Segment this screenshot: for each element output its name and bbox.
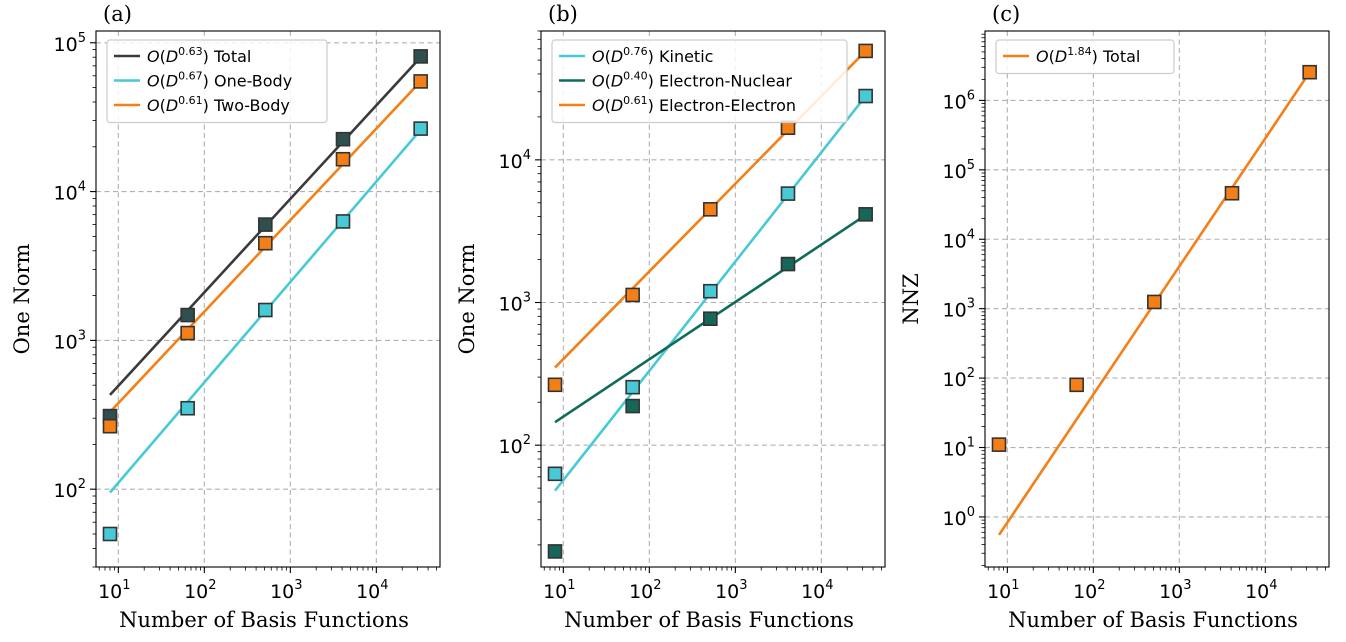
- data-point-total: [1147, 294, 1162, 310]
- data-point-total: [258, 217, 273, 232]
- data-point-electron-electron: [703, 202, 718, 217]
- panel-b: 101 102 103 104 102 103 104 (b) Number of Basis …: [455, 2, 886, 632]
- panel-label: (c): [992, 2, 1020, 26]
- y-tick-label: 103: [54, 328, 86, 353]
- x-tick-label: 101: [987, 578, 1019, 603]
- y-tick-label: 101: [943, 436, 975, 461]
- y-tick-label: 102: [943, 366, 975, 391]
- y-tick-label: 102: [54, 477, 86, 502]
- legend-entry: O(D0.63) Total: [147, 45, 251, 66]
- data-point-electron-nuclear: [703, 311, 718, 327]
- data-point-electron-electron: [625, 287, 640, 303]
- x-tick-label: 101: [543, 578, 575, 603]
- data-point-total: [335, 131, 351, 147]
- legend-entry: O(D0.40) Electron-Nuclear: [592, 70, 792, 91]
- y-axis-label: One Norm: [10, 244, 34, 355]
- x-tick-label: 102: [629, 578, 661, 603]
- y-axis-label: NNZ: [899, 273, 923, 324]
- plot-frame: [95, 30, 441, 568]
- data-point-total: [1224, 185, 1240, 201]
- data-point-total: [180, 307, 195, 323]
- y-tick-label: 100: [943, 505, 975, 530]
- data-point-electron-nuclear: [780, 256, 796, 272]
- data-point-one-body: [102, 526, 118, 542]
- data-point-one-body: [180, 400, 195, 416]
- data-point-total: [1069, 377, 1084, 393]
- legend-entry: O(D1.84) Total: [1036, 45, 1140, 66]
- y-tick-label: 105: [943, 158, 975, 183]
- y-tick-label: 104: [54, 180, 86, 205]
- data-point-electron-nuclear: [625, 398, 640, 414]
- legend-frame: [551, 39, 848, 124]
- legend-entry: O(D0.76) Kinetic: [592, 45, 713, 66]
- y-tick-label: 103: [943, 297, 975, 322]
- x-tick-label: 103: [715, 578, 747, 603]
- legend-entry: O(D0.61) Two-Body: [147, 94, 290, 115]
- data-point-two-body: [335, 151, 351, 167]
- x-tick-label: 104: [801, 578, 833, 603]
- data-point-one-body: [335, 214, 351, 229]
- y-tick-label: 102: [499, 433, 531, 458]
- panel-a: 101 102 103 104 102 103 104 105 (a) Number of Bas…: [10, 2, 441, 632]
- x-axis-label: Number of Basis Functions: [1008, 608, 1298, 632]
- data-point-two-body: [258, 235, 273, 251]
- x-tick-label: 104: [356, 578, 388, 603]
- y-axis-label: One Norm: [455, 244, 479, 355]
- y-tick-label: 104: [499, 148, 531, 173]
- legend: O(D0.63) Total O(D0.67) One-Body O(D0.61) …: [106, 39, 328, 124]
- y-tick-label: 105: [54, 31, 86, 56]
- x-tick-label: 103: [1159, 578, 1191, 603]
- panel-c: 101 102 103 104 100 101 102 103 104 105 106 (c) Numb…: [899, 2, 1330, 632]
- legend-entry: O(D0.61) Electron-Electron: [592, 94, 796, 115]
- data-point-electron-electron: [547, 377, 563, 393]
- x-tick-label: 102: [1073, 578, 1105, 603]
- data-point-one-body: [258, 302, 273, 318]
- x-tick-label: 101: [98, 578, 130, 603]
- x-tick-label: 103: [270, 578, 302, 603]
- data-point-kinetic: [780, 186, 796, 201]
- legend-frame: [106, 39, 328, 124]
- plot-frame: [540, 30, 886, 568]
- y-tick-label: 103: [499, 291, 531, 316]
- x-axis-label: Number of Basis Functions: [119, 608, 409, 632]
- legend: O(D0.76) Kinetic O(D0.40) Electron-Nuclea…: [551, 39, 848, 124]
- data-point-electron-electron: [780, 120, 796, 135]
- plot-frame: [984, 30, 1330, 568]
- data-point-one-body: [413, 121, 428, 136]
- legend-entry: O(D0.67) One-Body: [147, 70, 292, 91]
- data-point-kinetic: [625, 379, 640, 395]
- y-tick-label: 104: [943, 227, 975, 252]
- data-point-two-body: [413, 74, 428, 89]
- data-point-electron-electron: [858, 43, 873, 59]
- x-tick-label: 102: [184, 578, 216, 603]
- data-point-two-body: [102, 418, 118, 434]
- panel-label: (a): [103, 2, 132, 26]
- data-point-kinetic: [858, 88, 873, 104]
- legend: O(D1.84) Total: [995, 39, 1175, 75]
- data-point-total: [991, 437, 1007, 452]
- data-point-electron-nuclear: [858, 207, 873, 222]
- data-point-kinetic: [547, 466, 563, 482]
- data-point-electron-nuclear: [547, 544, 563, 559]
- data-point-kinetic: [703, 283, 718, 299]
- x-tick-label: 104: [1245, 578, 1277, 603]
- y-tick-label: 106: [943, 88, 975, 113]
- legend-frame: [995, 39, 1175, 75]
- panel-label: (b): [548, 2, 578, 26]
- data-point-total: [413, 49, 428, 64]
- data-point-two-body: [180, 325, 195, 341]
- x-axis-label: Number of Basis Functions: [564, 608, 854, 632]
- data-point-total: [1302, 64, 1317, 80]
